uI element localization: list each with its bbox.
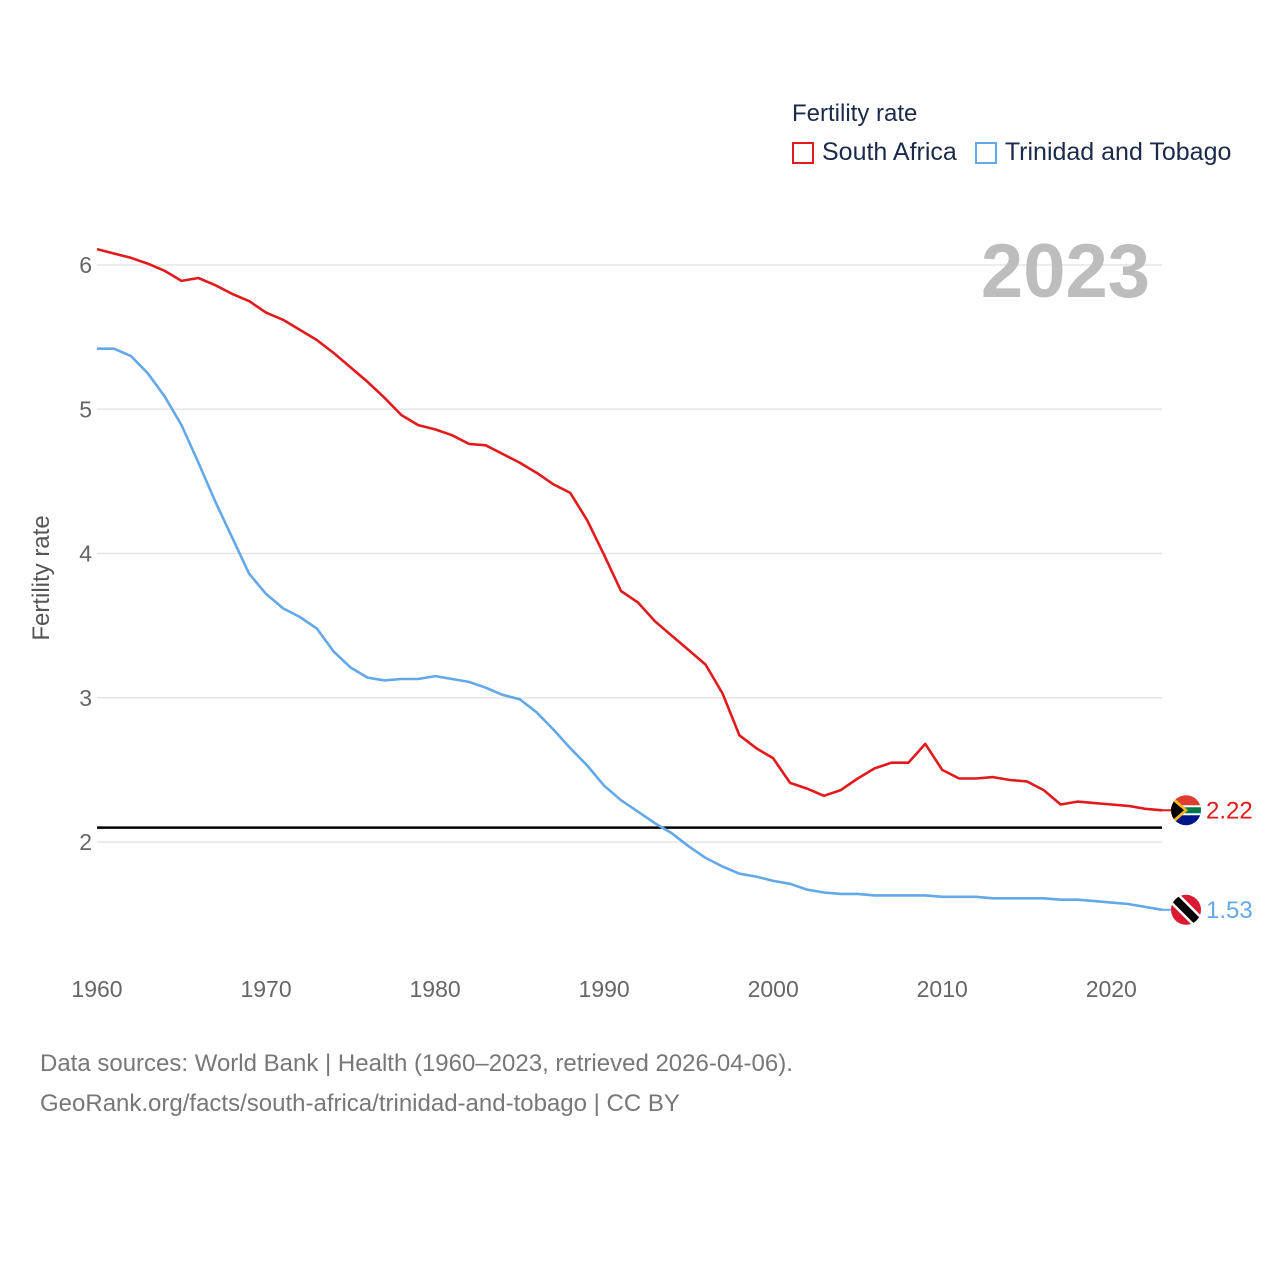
x-tick-label: 1970 bbox=[240, 976, 291, 1002]
end-labels: 2.22 1.53 bbox=[1206, 797, 1253, 924]
x-tick-label: 2010 bbox=[917, 976, 968, 1002]
source-line-2[interactable]: GeoRank.org/facts/south-africa/trinidad-… bbox=[40, 1090, 680, 1117]
legend-swatch-trinidad-and-tobago bbox=[974, 141, 997, 164]
x-axis-ticks: 1960 1970 1980 1990 2000 2010 2020 bbox=[71, 976, 1136, 1002]
x-tick-label: 2020 bbox=[1086, 976, 1137, 1002]
source-line-1: Data sources: World Bank | Health (1960–… bbox=[40, 1050, 793, 1077]
y-axis-ticks: 2 3 4 5 6 bbox=[79, 252, 92, 855]
x-tick-label: 1960 bbox=[71, 976, 122, 1002]
x-tick-label: 2000 bbox=[748, 976, 799, 1002]
grid-lines bbox=[97, 264, 1162, 843]
y-tick-label: 4 bbox=[79, 541, 92, 567]
south-africa-flag-icon bbox=[1171, 795, 1201, 826]
legend-item-south-africa[interactable]: South Africa bbox=[792, 138, 957, 167]
source-note: Data sources: World Bank | Health (1960–… bbox=[40, 1044, 793, 1124]
y-tick-label: 3 bbox=[79, 685, 92, 711]
legend-swatch-south-africa bbox=[792, 141, 814, 164]
y-axis-label: Fertility rate bbox=[28, 515, 55, 641]
legend: Fertility rate South Africa Trinidad and… bbox=[792, 100, 1249, 167]
end-markers bbox=[1171, 795, 1201, 925]
series-line-south-africa bbox=[96, 247, 1163, 812]
y-tick-label: 6 bbox=[79, 252, 92, 278]
trinidad-and-tobago-end-label: 1.53 bbox=[1206, 897, 1253, 924]
y-tick-label: 5 bbox=[79, 396, 92, 422]
y-tick-label: 2 bbox=[79, 829, 92, 855]
legend-item-trinidad-and-tobago[interactable]: Trinidad and Tobago bbox=[974, 138, 1232, 167]
legend-label-trinidad-and-tobago: Trinidad and Tobago bbox=[1004, 138, 1232, 166]
x-tick-label: 1980 bbox=[410, 976, 461, 1002]
south-africa-end-label: 2.22 bbox=[1206, 797, 1253, 824]
legend-title: Fertility rate bbox=[792, 100, 918, 127]
x-tick-label: 1990 bbox=[579, 976, 630, 1002]
legend-items: South Africa Trinidad and Tobago bbox=[792, 138, 1249, 167]
year-label: 2023 bbox=[980, 229, 1150, 314]
trinidad-and-tobago-flag-icon bbox=[1171, 894, 1201, 925]
series-line-trinidad-and-tobago bbox=[97, 347, 1163, 912]
legend-label-south-africa: South Africa bbox=[822, 138, 957, 166]
series-lines bbox=[96, 247, 1171, 912]
